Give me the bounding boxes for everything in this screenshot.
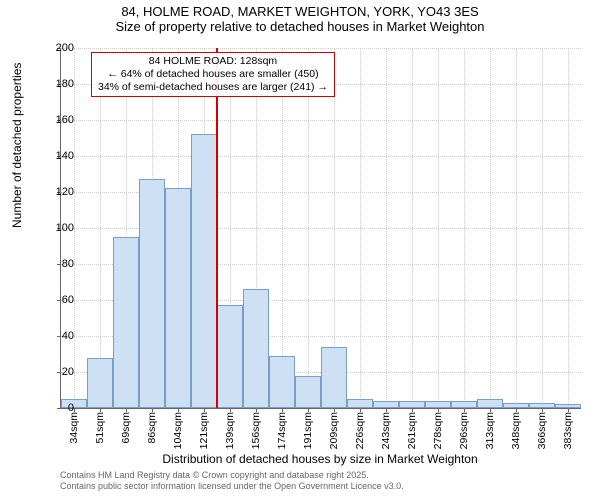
histogram-bar: [347, 399, 372, 408]
histogram-bar: [269, 356, 294, 408]
gridline-v: [282, 48, 283, 408]
xtick-label: 383sqm: [562, 412, 574, 449]
ytick-label: 160: [42, 114, 74, 126]
xtick-label: 209sqm: [328, 412, 340, 449]
histogram-bar: [191, 134, 216, 408]
ytick-label: 140: [42, 150, 74, 162]
gridline-v: [490, 48, 491, 408]
histogram-bar: [373, 401, 398, 408]
xtick-label: 34sqm: [68, 412, 80, 444]
ytick-label: 0: [42, 402, 74, 414]
title-block: 84, HOLME ROAD, MARKET WEIGHTON, YORK, Y…: [0, 0, 600, 34]
annotation-line: 34% of semi-detached houses are larger (…: [98, 81, 328, 94]
xtick-label: 226sqm: [354, 412, 366, 449]
xtick-label: 51sqm: [94, 412, 106, 444]
gridline-v: [516, 48, 517, 408]
histogram-bar: [529, 403, 554, 408]
attribution-footer: Contains HM Land Registry data © Crown c…: [60, 470, 404, 492]
histogram-bar: [477, 399, 502, 408]
histogram-bar: [165, 188, 190, 408]
ytick-label: 100: [42, 222, 74, 234]
xtick-label: 366sqm: [536, 412, 548, 449]
footer-line-2: Contains public sector information licen…: [60, 481, 404, 492]
gridline-v: [386, 48, 387, 408]
ytick-label: 40: [42, 330, 74, 342]
gridline-h: [61, 120, 581, 121]
ytick-label: 20: [42, 366, 74, 378]
xtick-label: 86sqm: [146, 412, 158, 444]
xtick-label: 121sqm: [198, 412, 210, 449]
chart-area: 34sqm51sqm69sqm86sqm104sqm121sqm139sqm15…: [60, 48, 580, 408]
histogram-bar: [555, 404, 580, 408]
histogram-bar: [399, 401, 424, 408]
histogram-bar: [295, 376, 320, 408]
title-line-2: Size of property relative to detached ho…: [0, 19, 600, 34]
xtick-label: 296sqm: [458, 412, 470, 449]
ytick-label: 80: [42, 258, 74, 270]
plot-region: 34sqm51sqm69sqm86sqm104sqm121sqm139sqm15…: [60, 48, 581, 409]
histogram-bar: [113, 237, 138, 408]
xtick-label: 261sqm: [406, 412, 418, 449]
histogram-bar: [139, 179, 164, 408]
histogram-bar: [425, 401, 450, 408]
ytick-label: 180: [42, 78, 74, 90]
gridline-v: [464, 48, 465, 408]
xtick-label: 104sqm: [172, 412, 184, 449]
ytick-label: 120: [42, 186, 74, 198]
xtick-label: 243sqm: [380, 412, 392, 449]
gridline-h: [61, 48, 581, 49]
histogram-bar: [87, 358, 112, 408]
xtick-label: 313sqm: [484, 412, 496, 449]
xtick-label: 139sqm: [224, 412, 236, 449]
gridline-v: [412, 48, 413, 408]
ytick-label: 200: [42, 42, 74, 54]
histogram-bar: [321, 347, 346, 408]
gridline-h: [61, 156, 581, 157]
x-axis-label: Distribution of detached houses by size …: [60, 452, 580, 466]
gridline-v: [568, 48, 569, 408]
ytick-label: 60: [42, 294, 74, 306]
reference-line: [216, 48, 218, 408]
gridline-v: [542, 48, 543, 408]
annotation-line: 84 HOLME ROAD: 128sqm: [98, 55, 328, 68]
xtick-label: 69sqm: [120, 412, 132, 444]
xtick-label: 278sqm: [432, 412, 444, 449]
gridline-v: [438, 48, 439, 408]
footer-line-1: Contains HM Land Registry data © Crown c…: [60, 470, 404, 481]
histogram-bar: [243, 289, 268, 408]
title-line-1: 84, HOLME ROAD, MARKET WEIGHTON, YORK, Y…: [0, 4, 600, 19]
annotation-line: ← 64% of detached houses are smaller (45…: [98, 68, 328, 81]
gridline-v: [74, 48, 75, 408]
xtick-label: 191sqm: [302, 412, 314, 449]
xtick-label: 348sqm: [510, 412, 522, 449]
gridline-v: [308, 48, 309, 408]
histogram-bar: [503, 403, 528, 408]
gridline-v: [100, 48, 101, 408]
histogram-bar: [217, 305, 242, 408]
histogram-bar: [451, 401, 476, 408]
annotation-box: 84 HOLME ROAD: 128sqm← 64% of detached h…: [91, 52, 335, 97]
xtick-label: 174sqm: [276, 412, 288, 449]
y-axis-label: Number of detached properties: [10, 63, 24, 228]
gridline-v: [360, 48, 361, 408]
xtick-label: 156sqm: [250, 412, 262, 449]
chart-container: 84, HOLME ROAD, MARKET WEIGHTON, YORK, Y…: [0, 0, 600, 500]
